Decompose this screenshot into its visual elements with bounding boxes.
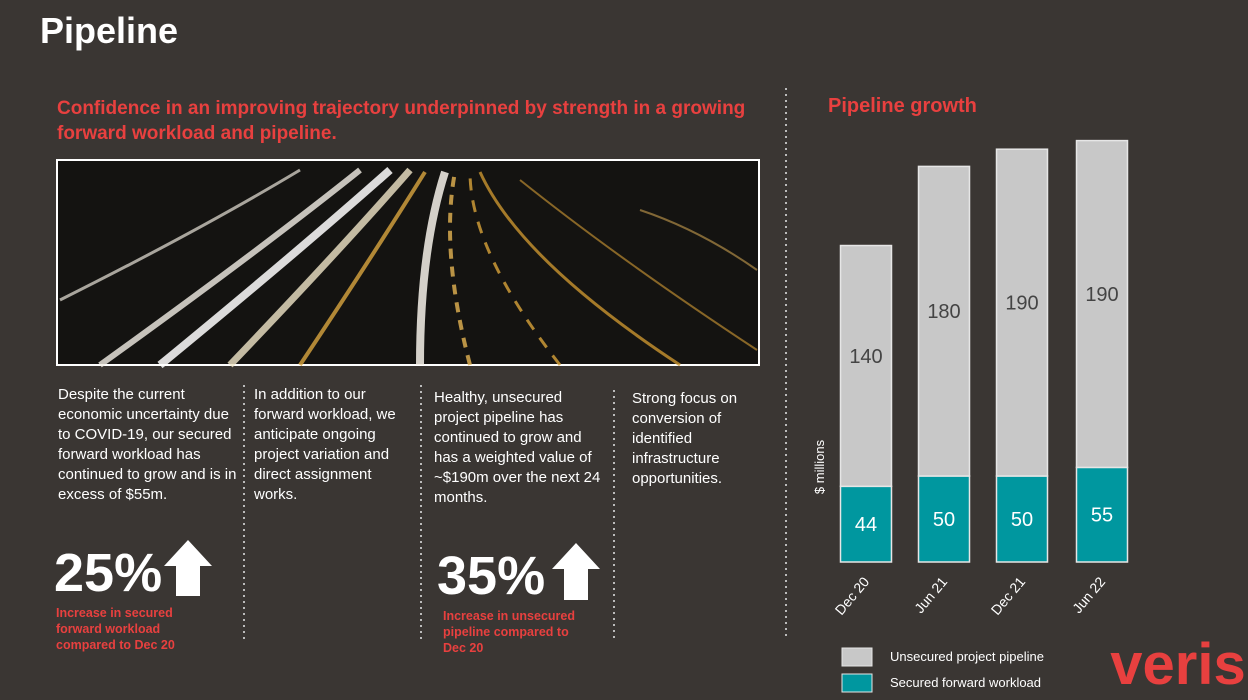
value-label: 55 — [1091, 505, 1113, 527]
legend-label: Secured forward workload — [890, 675, 1041, 690]
chart-title: Pipeline growth — [828, 95, 977, 117]
stat: 25% — [54, 543, 163, 603]
column-text: In addition to our forward workload, we … — [254, 386, 396, 503]
chart: Pipeline growth $ millions 44 140 Dec 20 50… — [812, 95, 1129, 693]
column-text: Strong focus on conversion of identified… — [632, 390, 738, 487]
stat-note: Increase in unsecured pipeline compared … — [443, 609, 576, 655]
bar-segment — [917, 165, 971, 477]
logo: veris — [1110, 632, 1245, 697]
value-label: 140 — [849, 346, 882, 368]
bar-segment — [1075, 139, 1129, 469]
x-tick-label: Dec 21 — [988, 573, 1029, 617]
value-label: 190 — [1005, 293, 1038, 315]
bar-segment — [1075, 466, 1129, 563]
bar-segment — [839, 244, 893, 488]
x-tick-label: Dec 20 — [832, 573, 873, 617]
legend-swatch — [841, 673, 873, 693]
bar-segment — [995, 148, 1049, 477]
stat: 35% — [437, 546, 546, 606]
bar-segment — [995, 475, 1049, 563]
value-label: 50 — [1011, 509, 1033, 531]
value-label: 50 — [933, 509, 955, 531]
highway-image — [56, 159, 760, 369]
column-text: Despite the current economic uncertainty… — [58, 386, 237, 503]
arrows — [164, 540, 600, 600]
stat-note: Increase in secured forward workload com… — [56, 606, 175, 652]
title: Pipeline — [40, 10, 179, 51]
bar-segment — [839, 485, 893, 563]
x-tick-label: Jun 21 — [911, 573, 950, 616]
dividers — [243, 88, 787, 640]
value-label: 180 — [927, 301, 960, 323]
column-text: Healthy, unsecured project pipeline has … — [434, 389, 601, 506]
subtitle: Confidence in an improving trajectory un… — [57, 98, 746, 144]
y-axis-label: $ millions — [812, 439, 827, 494]
legend-label: Unsecured project pipeline — [890, 649, 1044, 664]
x-tick-label: Jun 22 — [1069, 573, 1108, 616]
legend-swatch — [841, 647, 873, 667]
value-label: 190 — [1085, 284, 1118, 306]
value-label: 44 — [855, 514, 877, 536]
